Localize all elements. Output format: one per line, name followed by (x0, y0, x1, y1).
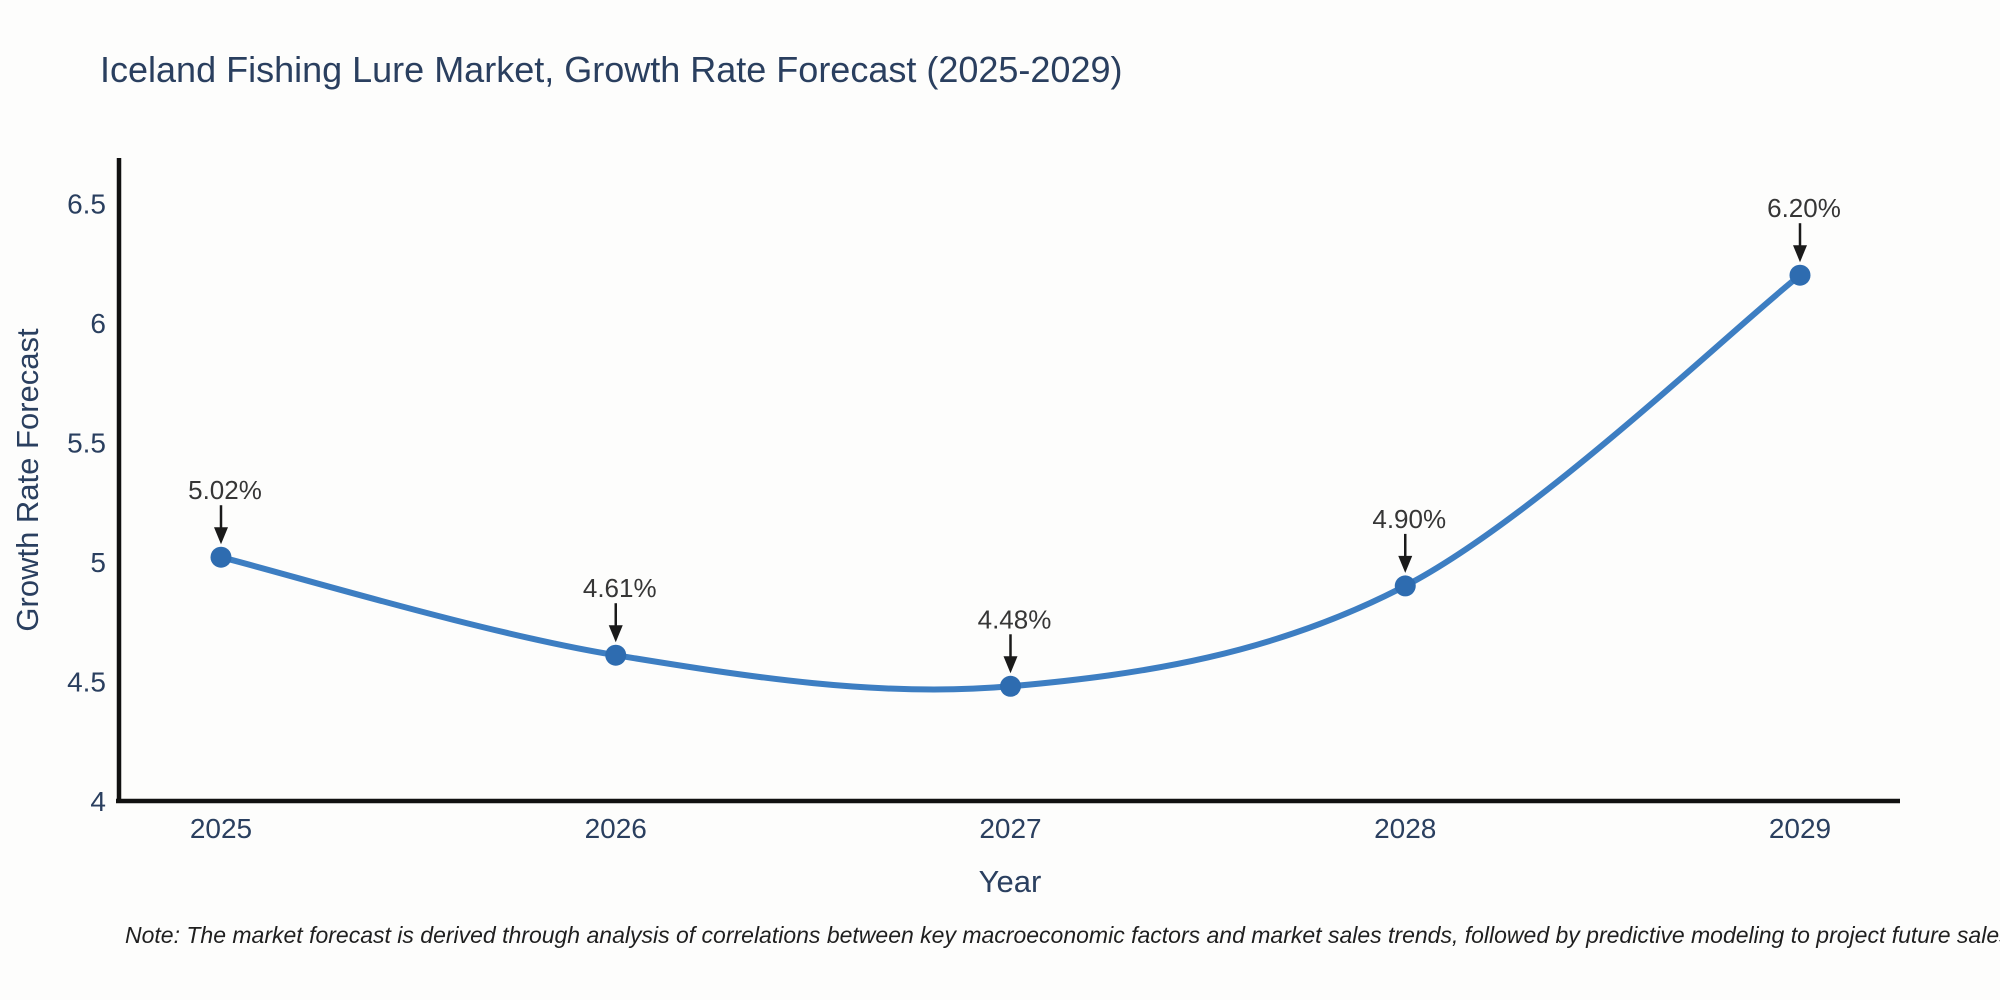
x-tick-label: 2029 (1769, 813, 1831, 844)
y-tick-label: 5 (90, 547, 106, 578)
annotation-arrowhead-icon (608, 625, 623, 643)
y-tick-label: 4.5 (67, 667, 106, 698)
data-point-marker[interactable] (1789, 264, 1811, 286)
y-tick-label: 5.5 (67, 428, 106, 459)
x-axis-title: Year (978, 864, 1042, 899)
annotation-label: 4.61% (583, 573, 657, 603)
annotation-label: 6.20% (1767, 193, 1841, 223)
annotation-arrowhead-icon (1398, 555, 1413, 573)
x-tick-label: 2027 (979, 813, 1041, 844)
x-tick-label: 2028 (1374, 813, 1436, 844)
data-point-marker[interactable] (605, 644, 627, 666)
footnote-text: Note: The market forecast is derived thr… (125, 922, 2000, 948)
annotation-arrowhead-icon (214, 527, 228, 545)
data-point-marker[interactable] (210, 546, 232, 568)
y-tick-label: 6.5 (67, 189, 106, 220)
annotation-label: 4.90% (1372, 504, 1446, 534)
chart-title: Iceland Fishing Lure Market, Growth Rate… (100, 49, 1123, 90)
y-tick-label: 6 (90, 308, 106, 339)
x-tick-label: 2025 (190, 813, 252, 844)
annotation-arrowhead-icon (1003, 656, 1018, 674)
data-point-marker[interactable] (1000, 675, 1021, 697)
annotation-label: 5.02% (188, 475, 262, 505)
data-point-marker[interactable] (1394, 575, 1416, 597)
x-tick-label: 2026 (585, 813, 647, 844)
annotation-label: 4.48% (978, 604, 1052, 634)
annotation-arrowhead-icon (1793, 245, 1807, 263)
y-tick-label: 4 (90, 786, 106, 817)
y-axis-title: Growth Rate Forecast (10, 328, 45, 632)
